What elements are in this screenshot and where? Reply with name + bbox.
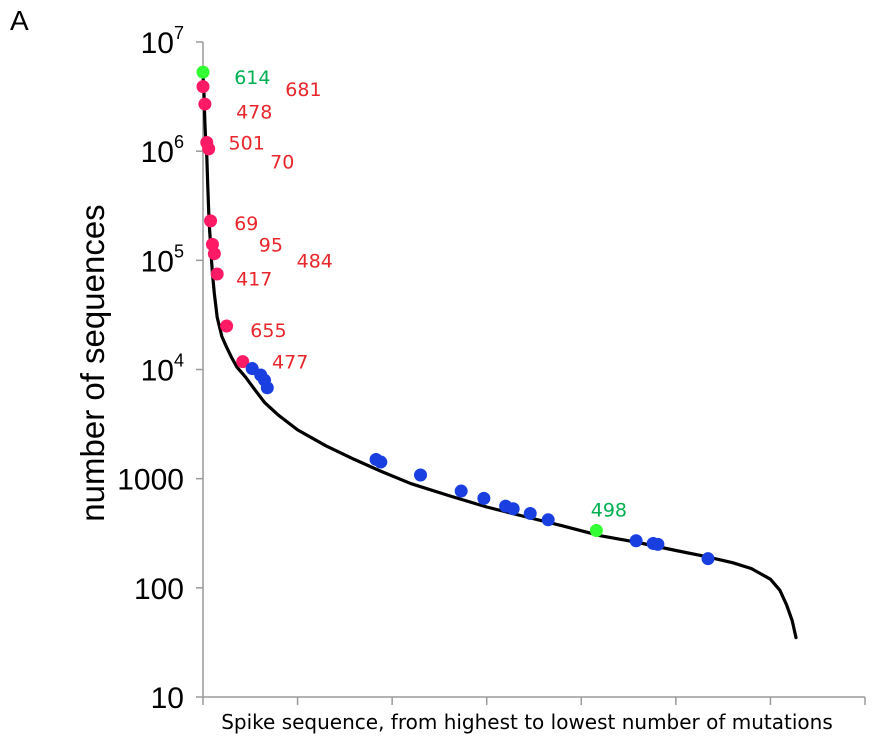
points-layer	[196, 65, 715, 566]
y-tick-label: 106	[141, 132, 184, 169]
data-point-red	[202, 142, 216, 156]
annotation-label: 498	[591, 500, 627, 522]
data-point-red	[204, 214, 218, 228]
annotation-label: 484	[297, 250, 333, 272]
y-tick-label: 100	[134, 573, 184, 606]
data-point-red	[236, 355, 250, 369]
data-point-blue	[506, 502, 520, 516]
data-point-blue	[541, 513, 555, 527]
data-point-red	[198, 97, 212, 111]
annotation-label: 478	[236, 102, 272, 124]
data-point-red	[220, 319, 234, 333]
data-point-green	[589, 524, 603, 538]
y-tick-label: 107	[141, 23, 184, 60]
data-point-blue	[477, 491, 491, 505]
data-point-blue	[629, 534, 643, 548]
panel-label: A	[10, 5, 29, 36]
data-point-blue	[523, 506, 537, 520]
data-point-blue	[414, 468, 428, 482]
annotation-label: 501	[229, 133, 265, 155]
data-point-blue	[701, 552, 715, 566]
y-tick-label: 10	[151, 682, 184, 715]
data-point-blue	[260, 381, 274, 395]
data-point-blue	[651, 537, 665, 551]
y-axis-title: number of sequences	[74, 204, 111, 521]
annotation-label: 655	[250, 320, 286, 342]
x-axis-title: Spike sequence, from highest to lowest n…	[221, 710, 833, 734]
data-point-green	[196, 65, 210, 79]
y-tick-label: 105	[141, 241, 184, 278]
data-point-blue	[454, 484, 468, 498]
annotation-label: 417	[236, 269, 272, 291]
annotation-label: 95	[259, 234, 283, 256]
data-point-red	[196, 80, 210, 94]
annotation-label: 614	[234, 67, 270, 89]
data-point-red	[210, 267, 224, 281]
annotation-label: 477	[272, 352, 308, 374]
y-tick-label: 104	[141, 351, 184, 388]
ticks: 10 100 1000 104 105 106 107	[117, 23, 866, 715]
y-tick-label: 1000	[117, 464, 184, 497]
annotation-label: 69	[234, 213, 258, 235]
data-point-blue	[374, 455, 388, 469]
annotation-label: 681	[285, 79, 321, 101]
annotation-label: 70	[270, 152, 294, 174]
data-point-red	[207, 247, 221, 261]
